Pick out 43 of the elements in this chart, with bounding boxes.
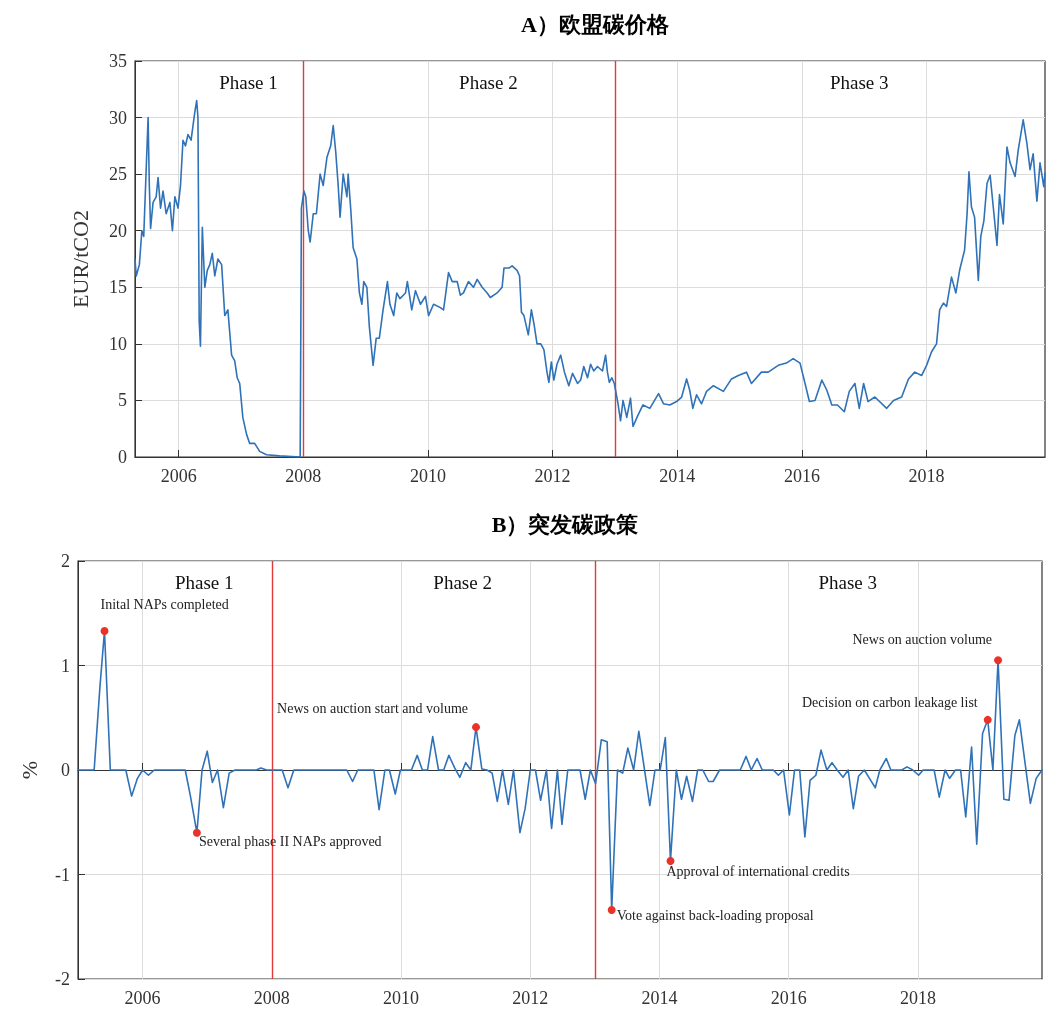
y-tick-label: -2 bbox=[55, 969, 70, 989]
x-tick-label: 2012 bbox=[534, 466, 571, 486]
annotation: News on auction volume bbox=[852, 631, 993, 647]
y-tick-label: 25 bbox=[109, 164, 127, 185]
chart-title: A）欧盟碳价格 bbox=[521, 11, 670, 37]
y-tick-label: 2 bbox=[61, 551, 70, 571]
x-tick-label: 2018 bbox=[908, 466, 945, 486]
annotation: Phase 3 bbox=[829, 72, 889, 93]
x-tick-label: 2006 bbox=[124, 988, 161, 1008]
annotation: Decision on carbon leakage list bbox=[802, 695, 978, 711]
y-tick-label: 0 bbox=[118, 447, 127, 467]
annotation: Vote against back-loading proposal bbox=[616, 907, 814, 923]
x-tick-label: 2008 bbox=[253, 988, 290, 1008]
y-axis-title: EUR/tCO2 bbox=[67, 210, 93, 308]
annotation: Approval of international credits bbox=[666, 864, 850, 880]
x-tick-label: 2014 bbox=[659, 466, 696, 486]
y-tick-label: 30 bbox=[109, 107, 127, 128]
annotation: Phase 3 bbox=[818, 572, 878, 593]
x-tick-label: 2014 bbox=[641, 988, 678, 1008]
annotation: Phase 2 bbox=[459, 72, 518, 93]
x-tick-label: 2018 bbox=[899, 988, 936, 1008]
x-tick-label: 2012 bbox=[512, 988, 549, 1008]
y-tick-label: 10 bbox=[109, 333, 127, 354]
x-tick-label: 2016 bbox=[770, 988, 807, 1008]
x-tick-label: 2016 bbox=[783, 466, 820, 486]
y-tick-label: 1 bbox=[61, 655, 70, 676]
x-tick-label: 2006 bbox=[160, 466, 197, 486]
x-tick-label: 2010 bbox=[409, 466, 446, 486]
y-tick-label: 20 bbox=[109, 220, 127, 241]
x-tick-label: 2008 bbox=[285, 466, 322, 486]
y-tick-label: 15 bbox=[109, 277, 127, 298]
y-tick-label: 35 bbox=[109, 51, 127, 71]
x-tick-label: 2010 bbox=[383, 988, 420, 1008]
chart-title: B）突发碳政策 bbox=[491, 511, 639, 537]
y-tick-label: 5 bbox=[118, 390, 127, 411]
annotation: Inital NAPs completed bbox=[100, 596, 229, 612]
y-axis-title: % bbox=[16, 760, 42, 780]
annotation: News on auction start and volume bbox=[277, 700, 469, 716]
annotation: Phase 1 bbox=[219, 72, 278, 93]
annotation: Phase 2 bbox=[433, 572, 492, 593]
y-tick-label: 0 bbox=[61, 760, 70, 780]
annotation: Phase 1 bbox=[174, 572, 234, 593]
y-tick-label: -1 bbox=[55, 864, 70, 885]
